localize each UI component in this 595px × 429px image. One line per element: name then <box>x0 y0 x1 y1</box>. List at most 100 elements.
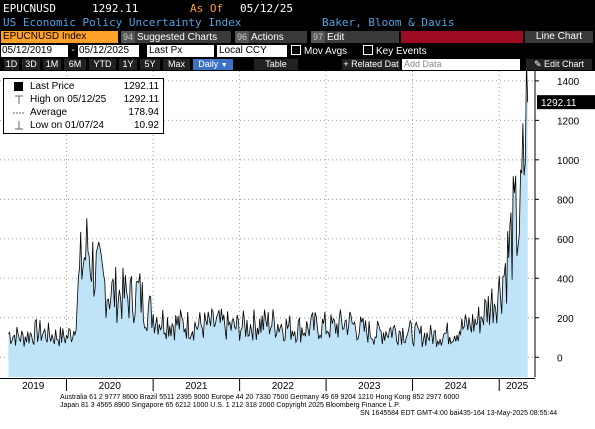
x-tick-label-2022: 2022 <box>272 381 295 392</box>
legend-high-value: 1292.11 <box>123 94 159 105</box>
y-tick-label-200: 200 <box>557 314 574 325</box>
legend-box: Last Price 1292.11 High on 05/12/25 1292… <box>3 78 164 134</box>
period-tabs: 1D 3D 1M 6M YTD 1Y 5Y Max Daily ▼ Table … <box>0 59 595 71</box>
actions-num: 96 <box>235 31 250 43</box>
suggested-charts-label: Suggested Charts <box>137 32 218 43</box>
last-price-header: 1292.11 <box>92 2 139 15</box>
key-events-toggle[interactable]: Key Events <box>363 45 443 57</box>
edit-button[interactable]: 97 Edit <box>311 31 399 43</box>
as-of-label: As Of <box>190 2 224 15</box>
legend-low-label: Low on 01/07/24 <box>30 120 104 131</box>
y-tick-label-1400: 1400 <box>557 77 580 88</box>
x-tick-label-2023: 2023 <box>358 381 381 392</box>
high-marker-icon <box>12 94 26 105</box>
header-subtitle-bar: US Economic Policy Uncertainty Index Bak… <box>0 16 595 30</box>
end-date-input[interactable]: 05/12/2025 <box>78 45 139 57</box>
series-line <box>8 62 529 348</box>
add-data-input[interactable]: Add Data <box>402 59 520 70</box>
last-value-label: 1292.11 <box>541 98 577 109</box>
average-marker-icon <box>12 107 26 118</box>
suggested-charts-num: 94 <box>121 31 136 43</box>
footer-line-1: Australia 61 2 9777 8600 Brazil 5511 239… <box>60 394 460 401</box>
header-bar: EPUCNUSD 1292.11 As Of 05/12/25 <box>0 0 595 16</box>
related-data-button[interactable]: + Related Dat <box>342 59 400 70</box>
field-select-text: Last Px <box>149 45 183 56</box>
field-select[interactable]: Last Px <box>147 45 214 57</box>
y-tick-label-800: 800 <box>557 195 574 206</box>
y-tick-label-1000: 1000 <box>557 156 580 167</box>
end-date-text: 05/12/2025 <box>79 45 130 56</box>
edit-label: Edit <box>327 32 345 43</box>
y-axis-band <box>535 71 595 377</box>
frequency-select[interactable]: Daily ▼ <box>193 59 233 70</box>
x-tick-label-2021: 2021 <box>185 381 208 392</box>
line-chart-button[interactable]: Line Chart <box>525 31 593 43</box>
x-tick-label-2025: 2025 <box>506 381 529 392</box>
period-ytd[interactable]: YTD <box>89 59 116 70</box>
key-events-checkbox[interactable] <box>363 45 373 55</box>
legend-low-row: Low on 01/07/24 10.92 <box>4 119 163 132</box>
actions-label: Actions <box>251 32 284 43</box>
as-of-date: 05/12/25 <box>240 2 293 15</box>
index-name: US Economic Policy Uncertainty Index <box>3 16 242 29</box>
x-tick-label-2019: 2019 <box>22 381 45 392</box>
y-tick-label-400: 400 <box>557 274 574 285</box>
security-field[interactable]: EPUCNUSD Index <box>1 31 118 43</box>
legend-last-row: Last Price 1292.11 <box>4 80 163 93</box>
start-date-input[interactable]: 05/12/2019 <box>1 45 68 57</box>
index-source: Baker, Bloom & Davis <box>322 16 455 29</box>
x-axis: 2019 2020 2021 2022 2023 2024 2025 <box>0 377 595 392</box>
last-value-badge <box>537 95 595 110</box>
toolbar-red-bar <box>401 31 523 43</box>
suggested-charts-button[interactable]: 94 Suggested Charts <box>121 31 231 43</box>
pencil-icon: ✎ <box>533 59 542 69</box>
period-1m[interactable]: 1M <box>43 59 61 70</box>
x-tick-label-2024: 2024 <box>445 381 468 392</box>
footer-line-3: SN 1645584 EDT GMT-4:00 bai435-164 13-Ma… <box>360 410 558 417</box>
ticker-label: EPUCNUSD <box>3 2 56 15</box>
edit-chart-button[interactable]: ✎ Edit Chart <box>526 59 592 70</box>
chevron-down-icon: ▼ <box>220 62 228 69</box>
start-date-text: 05/12/2019 <box>2 45 53 56</box>
legend-average-value: 178.94 <box>128 107 159 118</box>
square-marker-icon <box>12 81 26 92</box>
key-events-label: Key Events <box>376 46 427 57</box>
legend-low-value: 10.92 <box>133 120 159 131</box>
legend-average-label: Average <box>30 107 68 118</box>
mov-avgs-checkbox[interactable] <box>291 45 301 55</box>
period-1y[interactable]: 1Y <box>119 59 137 70</box>
actions-button[interactable]: 96 Actions <box>235 31 307 43</box>
series-area <box>8 62 528 377</box>
toolbar: EPUCNUSD Index 94 Suggested Charts 96 Acti… <box>0 30 595 45</box>
mov-avgs-label: Mov Avgs <box>304 46 348 57</box>
y-tick-label-1200: 1200 <box>557 116 580 127</box>
currency-select-text: Local CCY <box>219 45 267 56</box>
toolbar-divider <box>244 59 247 70</box>
table-button[interactable]: Table <box>254 59 298 70</box>
legend-last-value: 1292.11 <box>123 81 159 92</box>
line-chart-label: Line Chart <box>535 31 583 42</box>
low-marker-icon <box>12 120 26 131</box>
period-5y[interactable]: 5Y <box>140 59 160 70</box>
date-controls: 05/12/2019 - 05/12/2025 Last Px Local CC… <box>0 45 595 59</box>
legend-last-label: Last Price <box>30 81 75 92</box>
x-axis-svg: 2019 2020 2021 2022 2023 2024 2025 <box>0 378 535 392</box>
period-max[interactable]: Max <box>163 59 190 70</box>
currency-select[interactable]: Local CCY <box>217 45 287 57</box>
price-chart[interactable]: 0 200 400 600 800 1000 1200 1400 1292.11 <box>0 62 595 377</box>
related-data-label: Related Dat <box>351 59 399 69</box>
period-3d[interactable]: 3D <box>22 59 40 70</box>
legend-high-label: High on 05/12/25 <box>30 94 107 105</box>
period-1d[interactable]: 1D <box>4 59 19 70</box>
y-tick-label-0: 0 <box>557 353 563 364</box>
edit-num: 97 <box>311 31 326 43</box>
mov-avgs-toggle[interactable]: Mov Avgs <box>291 45 359 57</box>
date-separator: - <box>70 45 77 56</box>
edit-chart-label: Edit Chart <box>544 59 585 69</box>
period-6m[interactable]: 6M <box>64 59 86 70</box>
security-field-text: EPUCNUSD Index <box>3 31 87 42</box>
legend-average-row: Average 178.94 <box>4 106 163 119</box>
footer: Australia 61 2 9777 8600 Brazil 5511 239… <box>0 391 595 429</box>
y-tick-label-600: 600 <box>557 235 574 246</box>
footer-line-2: Japan 81 3 4565 8900 Singapore 65 6212 1… <box>60 402 401 409</box>
